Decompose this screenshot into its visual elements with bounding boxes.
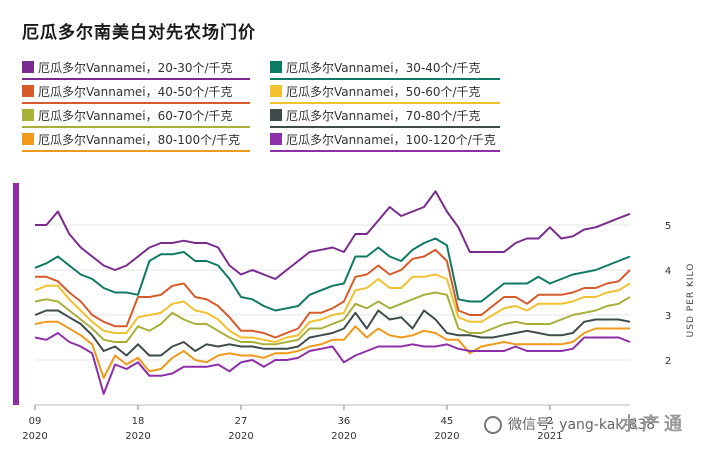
legend-underline	[22, 150, 250, 152]
x-tick-label: 18	[132, 416, 145, 427]
legend-item: 厄瓜多尔Vannamei，80-100个/千克	[22, 130, 250, 152]
y-tick-label: 4	[665, 266, 671, 277]
x-tick-label: 36	[338, 416, 351, 427]
wechat-icon	[484, 416, 502, 434]
legend-label: 厄瓜多尔Vannamei，20-30个/千克	[38, 61, 233, 75]
legend-item: 厄瓜多尔Vannamei，60-70个/千克	[22, 106, 250, 128]
x-tick-label: 09	[29, 416, 42, 427]
watermark: 微信号: yang-kak-838	[484, 414, 655, 434]
x-tick-year: 2020	[125, 431, 150, 442]
x-tick-label: 2	[547, 416, 553, 427]
legend-swatch	[270, 85, 282, 97]
watermark-text: 微信号: yang-kak-838	[508, 417, 656, 433]
legend-label: 厄瓜多尔Vannamei，60-70个/千克	[38, 109, 233, 123]
legend-label: 厄瓜多尔Vannamei，80-100个/千克	[38, 133, 241, 147]
legend-label: 厄瓜多尔Vannamei，70-80个/千克	[286, 109, 481, 123]
y-tick-label: 5	[665, 221, 671, 232]
legend-item: 厄瓜多尔Vannamei，100-120个/千克	[270, 130, 500, 152]
legend-swatch	[22, 61, 34, 73]
legend-underline	[270, 150, 500, 152]
y-tick-label: 2	[665, 356, 671, 367]
legend-underline	[22, 126, 250, 128]
chart-title: 厄瓜多尔南美白对先农场门价	[22, 23, 256, 43]
legend-underline	[270, 126, 500, 128]
legend-item: 厄瓜多尔Vannamei，50-60个/千克	[270, 82, 500, 104]
legend-label: 厄瓜多尔Vannamei，100-120个/千克	[286, 133, 496, 147]
y-axis-label: USD PER KILO	[686, 263, 696, 338]
legend: 厄瓜多尔Vannamei，20-30个/千克 厄瓜多尔Vannamei，30-40…	[0, 0, 703, 160]
series-line-7	[34, 320, 630, 379]
series-line-2	[34, 237, 631, 312]
series-line-3	[35, 248, 631, 339]
left-accent-bar	[13, 183, 19, 405]
legend-item: 厄瓜多尔Vannamei，40-50个/千克	[22, 82, 250, 104]
x-tick-year: 2020	[22, 431, 47, 442]
x-tick-year: 2020	[228, 431, 253, 442]
x-tick-label: 27	[235, 416, 248, 427]
y-tick-label: 3	[665, 311, 671, 322]
legend-swatch	[22, 85, 34, 97]
legend-swatch	[270, 109, 282, 121]
legend-label: 厄瓜多尔Vannamei，30-40个/千克	[286, 61, 481, 75]
legend-label: 厄瓜多尔Vannamei，40-50个/千克	[38, 85, 233, 99]
series-line-6	[34, 309, 631, 357]
legend-label: 厄瓜多尔Vannamei，50-60个/千克	[286, 85, 481, 99]
series-line-8	[34, 332, 631, 395]
series-line-1	[35, 190, 631, 280]
x-tick-year: 2021	[537, 431, 562, 442]
legend-underline	[270, 78, 500, 80]
series-line-5	[34, 291, 631, 346]
logo-text: 水产通	[620, 414, 686, 435]
x-tick-year: 2020	[434, 431, 459, 442]
legend-underline	[22, 102, 250, 104]
legend-swatch	[270, 133, 282, 145]
legend-swatch	[22, 133, 34, 145]
series-line-4	[34, 273, 631, 343]
legend-item: 厄瓜多尔Vannamei，20-30个/千克	[22, 58, 250, 80]
legend-swatch	[270, 61, 282, 73]
legend-underline	[22, 78, 250, 80]
legend-item: 厄瓜多尔Vannamei，70-80个/千克	[270, 106, 500, 128]
legend-swatch	[22, 109, 34, 121]
legend-underline	[270, 102, 500, 104]
x-tick-year: 2020	[331, 431, 356, 442]
x-tick-label: 45	[441, 416, 454, 427]
legend-item: 厄瓜多尔Vannamei，30-40个/千克	[270, 58, 500, 80]
